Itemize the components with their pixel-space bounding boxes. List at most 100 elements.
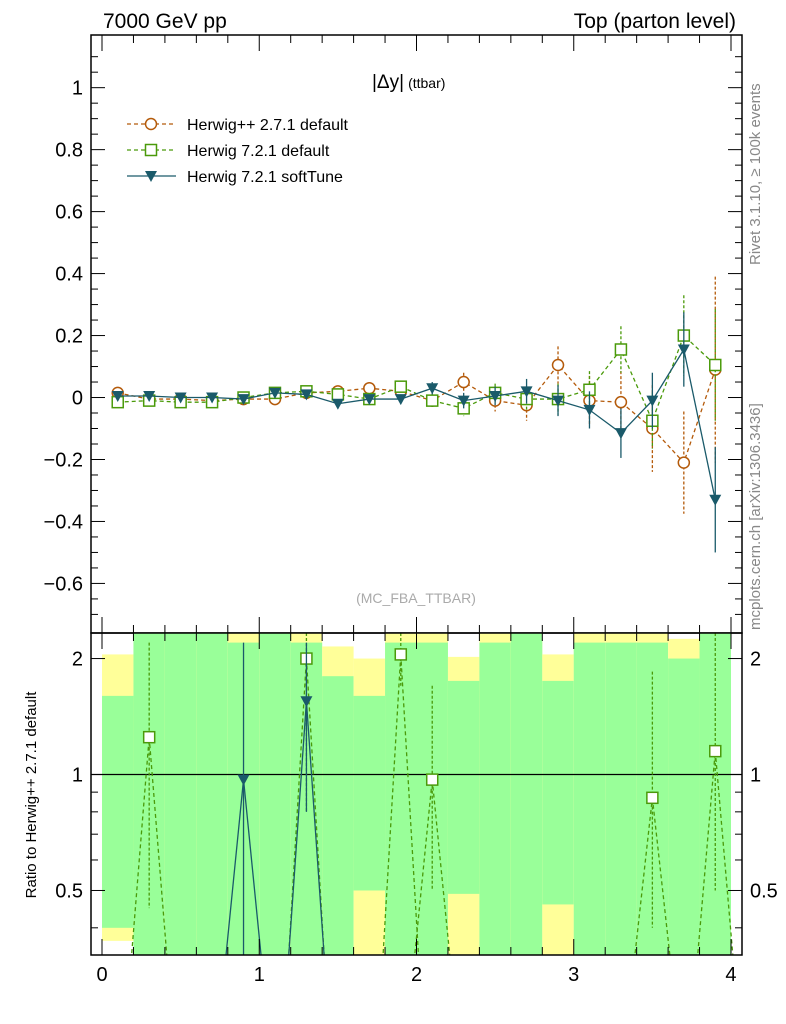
main-data-point: [677, 344, 690, 356]
ratio-series-line: [242, 779, 262, 955]
ratio-band-inner: [164, 633, 197, 955]
main-y-tick-label: 0.2: [55, 326, 83, 348]
legend-entry-herwig7-softtune: Herwig 7.2.1 softTune: [127, 169, 343, 186]
main-y-tick-label: 0.4: [55, 264, 83, 286]
ratio-x-tick-label: 3: [568, 964, 579, 986]
ratio-y-tick-label-right: 2: [750, 649, 761, 671]
ratio-y-tick-label-left: 1: [72, 765, 83, 787]
ratio-series-line: [225, 779, 245, 955]
main-y-tick-labels: −0.6 −0.4 −0.2 0 0.2 0.4 0.6 0.8 1: [44, 78, 83, 596]
process-label: Top (parton level): [574, 10, 736, 33]
main-data-point: [111, 390, 124, 402]
main-data-point: [206, 392, 219, 404]
legend-label-herwig7-default: Herwig 7.2.1 default: [187, 143, 330, 160]
main-data-point: [457, 375, 470, 389]
plot-title-sub: (ttbar): [408, 75, 445, 91]
main-data-point: [331, 388, 345, 401]
ratio-band-inner: [353, 695, 386, 891]
main-data-point: [646, 395, 659, 407]
watermark: (MC_FBA_TTBAR): [356, 590, 476, 606]
ratio-y-tick-label-right: 0.5: [750, 880, 778, 902]
main-data-point: [709, 494, 722, 506]
main-series-0: [111, 276, 722, 514]
main-data-point: [677, 456, 691, 469]
ratio-band-inner: [668, 658, 700, 955]
ratio-band-inner: [542, 680, 574, 905]
legend-marker-square: [144, 143, 158, 157]
ratio-y-tick-labels: 0.5 0.5 1 1 2 2: [55, 649, 778, 903]
ratio-series-line: [305, 701, 325, 955]
main-panel: −0.6 −0.4 −0.2 0 0.2 0.4 0.6 0.8 1 |Δy| (ttbar) (…: [44, 34, 743, 634]
ratio-y-tick-label-left: 2: [72, 649, 83, 671]
main-data-point: [363, 381, 376, 395]
legend-marker-circle: [144, 117, 158, 131]
ratio-band-inner: [416, 642, 448, 955]
ratio-data-point: [300, 696, 313, 708]
ratio-x-tick-label: 4: [725, 964, 736, 986]
ratio-series-line: [130, 737, 150, 955]
ratio-series-line: [400, 654, 420, 955]
ratio-band-inner: [479, 642, 511, 955]
main-data-point: [614, 395, 628, 409]
main-y-tick-label: 0.6: [55, 202, 83, 224]
ratio-uncertainty-bands: [102, 633, 731, 955]
main-data-point: [426, 383, 439, 395]
main-data-point: [552, 395, 565, 407]
ratio-band-inner: [196, 633, 228, 955]
ratio-data-point: [425, 773, 439, 786]
ratio-band-inner: [322, 676, 354, 955]
ratio-band-inner: [605, 642, 637, 955]
ratio-y-tick-label-right: 1: [750, 765, 761, 787]
main-y-ticks: [91, 56, 742, 615]
legend-entry-herwig7-default: Herwig 7.2.1 default: [127, 143, 330, 160]
ratio-x-tick-label: 0: [96, 964, 107, 986]
ratio-band-inner: [510, 633, 543, 955]
ratio-band-inner: [102, 695, 134, 928]
ratio-x-ticks: [101, 633, 732, 955]
energy-label: 7000 GeV pp: [103, 10, 227, 33]
main-data-point: [300, 389, 313, 401]
main-data-point: [237, 394, 250, 406]
legend-entry-herwig-pp: Herwig++ 2.7.1 default: [127, 117, 349, 134]
ratio-series-line: [431, 779, 451, 955]
ratio-band-inner: [385, 642, 417, 955]
main-series-1: [111, 295, 722, 449]
main-data-point: [363, 394, 376, 406]
ratio-series-line: [305, 658, 325, 955]
legend-label-herwig-pp: Herwig++ 2.7.1 default: [187, 117, 349, 134]
main-data-point: [614, 343, 628, 356]
main-series-2: [111, 312, 722, 553]
main-data-point: [425, 394, 439, 407]
ratio-data-point: [394, 648, 408, 661]
ratio-band-inner: [447, 680, 480, 894]
legend-marker-triangle: [145, 171, 157, 182]
ratio-y-axis-label: Ratio to Herwig++ 2.7.1 default: [23, 691, 40, 899]
main-data-point: [394, 394, 407, 406]
ratio-x-tick-label: 1: [254, 964, 265, 986]
main-data-point: [489, 390, 502, 402]
main-y-tick-label: 1: [72, 78, 83, 100]
main-data-point: [174, 392, 187, 404]
main-data-point: [520, 386, 533, 398]
ratio-x-tick-labels: 0 1 2 3 4: [96, 964, 736, 986]
main-plot-marks: [111, 276, 722, 553]
rivet-side-label: Rivet 3.1.10, ≥ 100k events: [747, 83, 764, 265]
main-y-tick-label: −0.2: [44, 449, 83, 471]
ratio-y-ticks: [91, 658, 742, 929]
main-data-point: [394, 380, 408, 393]
legend: Herwig++ 2.7.1 default Herwig 7.2.1 defa…: [127, 117, 349, 186]
ratio-series-line: [382, 654, 402, 955]
ratio-series-1: [225, 642, 325, 955]
ratio-data-point: [646, 791, 659, 805]
ratio-series-line: [651, 797, 671, 955]
main-data-point: [143, 390, 156, 402]
ratio-band-inner: [573, 642, 606, 955]
main-data-point: [268, 387, 281, 399]
ratio-data-point: [709, 744, 722, 758]
ratio-panel: 0.5 0.5 1 1 2 2 0 1 2 3 4 Ratio to Herwig++ 2.7.1…: [23, 632, 778, 986]
main-y-tick-label: 0.8: [55, 140, 83, 162]
plot-title-main: |Δy|: [372, 72, 404, 93]
ratio-data-point: [237, 774, 250, 786]
ratio-y-tick-label-left: 0.5: [55, 880, 83, 902]
